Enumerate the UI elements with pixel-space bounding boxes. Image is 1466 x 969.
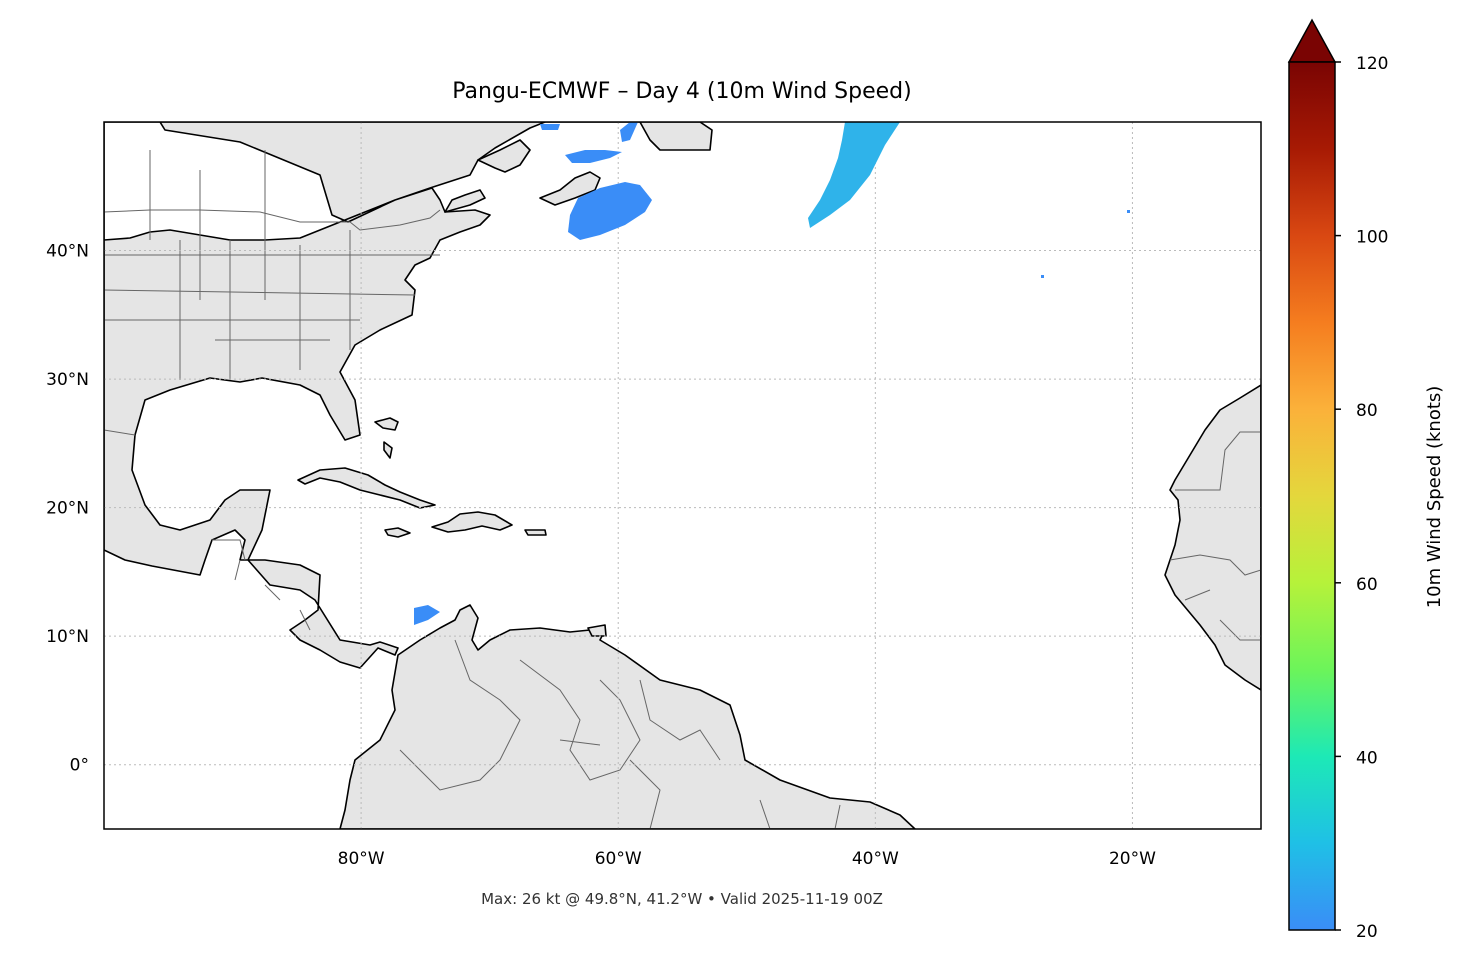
y-axis-ticks: 40°N 30°N 20°N 10°N 0°	[46, 242, 89, 776]
x-tick-label: 60°W	[595, 849, 642, 869]
y-tick-label: 20°N	[46, 499, 89, 519]
africa-land	[1164, 384, 1261, 691]
colorbar-extend-arrow	[1287, 18, 1337, 63]
africa-borders	[1169, 431, 1261, 641]
y-tick-label: 0°	[70, 756, 89, 776]
x-tick-label: 40°W	[852, 849, 899, 869]
colorbar-ticks: 20 40 60 80 100 120	[1335, 54, 1388, 942]
map-area	[104, 122, 1261, 829]
cuba-land	[297, 467, 436, 509]
footer-info: Max: 26 kt @ 49.8°N, 41.2°W • Valid 2025…	[481, 890, 883, 908]
newfoundland-land	[539, 122, 713, 206]
land-layer	[104, 122, 1261, 829]
wind-patch-mid-atlantic	[808, 122, 900, 228]
north-america-land	[104, 122, 546, 669]
borders-layer	[104, 150, 1261, 829]
us-state-borders	[104, 150, 440, 380]
south-america-borders	[399, 639, 841, 829]
colorbar-tick-label: 40	[1356, 748, 1378, 768]
y-tick-label: 10°N	[46, 627, 89, 647]
map-frame	[103, 121, 1262, 830]
colorbar-gradient	[1288, 61, 1336, 931]
wind-patch-gulf-st-lawrence	[540, 122, 638, 163]
south-america-land	[339, 604, 916, 829]
us-canada-border	[104, 209, 441, 231]
central-america-borders	[212, 539, 311, 631]
x-axis-ticks: 80°W 60°W 40°W 20°W	[338, 849, 1156, 869]
colorbar-tick-label: 80	[1356, 401, 1378, 421]
wind-patch-newfoundland	[568, 182, 652, 240]
jamaica-land	[384, 527, 411, 538]
colorbar-tick-label: 120	[1356, 54, 1388, 74]
y-tick-label: 40°N	[46, 242, 89, 262]
puerto-rico-land	[524, 529, 547, 536]
x-tick-label: 80°W	[338, 849, 385, 869]
wind-speck-2	[1041, 275, 1044, 278]
bahamas-land	[374, 417, 399, 459]
mexico-border	[104, 429, 136, 436]
chart-title: Pangu-ECMWF – Day 4 (10m Wind Speed)	[452, 79, 911, 104]
colorbar-tick-label: 20	[1356, 922, 1378, 942]
colorbar-tick-label: 60	[1356, 575, 1378, 595]
hispaniola-land	[431, 511, 513, 533]
colorbar-label: 10m Wind Speed (knots)	[1424, 386, 1445, 609]
wind-speck-1	[1127, 210, 1130, 213]
wind-speed-layer	[414, 122, 1130, 625]
wind-patch-venezuela	[414, 605, 440, 625]
colorbar-tick-label: 100	[1356, 228, 1388, 248]
maritimes-land	[444, 139, 531, 213]
y-tick-label: 30°N	[46, 370, 89, 390]
x-tick-label: 20°W	[1109, 849, 1156, 869]
colorbar: 20 40 60 80 100 120 10m Wind Speed (knots)	[1287, 18, 1445, 942]
